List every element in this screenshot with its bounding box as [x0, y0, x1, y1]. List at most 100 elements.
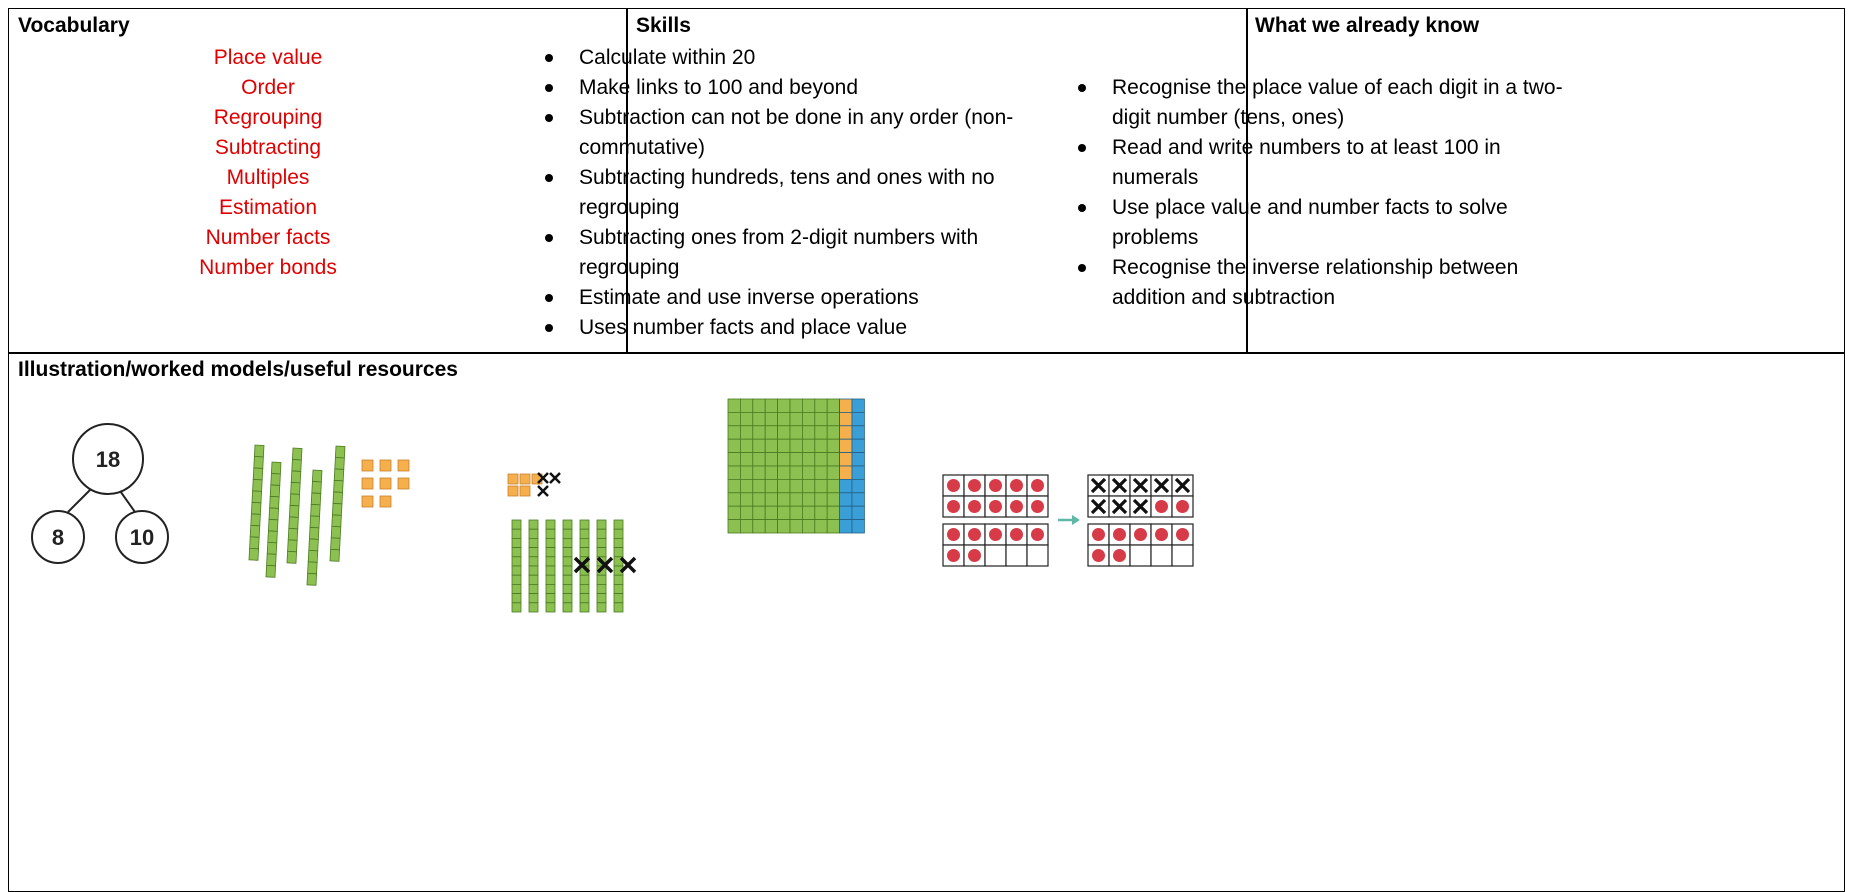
shape: [802, 465, 816, 480]
shape: [814, 519, 828, 534]
shape: [1031, 479, 1044, 492]
skill-item: Subtracting hundreds, tens and ones with…: [542, 163, 1032, 223]
shape: [839, 505, 853, 521]
skill-item: Subtraction can not be done in any order…: [542, 103, 1032, 163]
shape: [1111, 498, 1128, 515]
shape: [968, 528, 981, 541]
shape: [789, 478, 803, 494]
shape: [764, 438, 779, 454]
shape: [789, 465, 803, 480]
shape: [851, 452, 865, 467]
shape: [727, 452, 741, 467]
part: 10: [130, 525, 154, 550]
shape: [989, 528, 1002, 541]
vocab-list: Place value Order Regrouping Subtracting Mul…: [18, 43, 518, 283]
shape: [1010, 479, 1023, 492]
shape: [839, 478, 853, 494]
shape: [764, 519, 779, 534]
shape: [789, 505, 803, 521]
shape: [789, 519, 803, 534]
shape: [1111, 477, 1128, 494]
shape: [1129, 544, 1152, 567]
shape: [826, 452, 841, 467]
shape: [752, 465, 766, 480]
shape: [814, 425, 828, 440]
known-cell: [1246, 8, 1845, 354]
shape: [851, 425, 865, 440]
shape: [361, 477, 374, 490]
known-item: Use place value and number facts to solv…: [1075, 193, 1565, 253]
shape: [752, 452, 766, 467]
shape: [727, 438, 741, 454]
shape: [1176, 528, 1189, 541]
shape: [984, 544, 1007, 567]
shape: [851, 492, 865, 507]
shape: [740, 492, 754, 507]
shape: [839, 519, 853, 534]
shape: [839, 411, 853, 427]
shape: [1132, 498, 1149, 515]
shape: [839, 452, 853, 467]
shape: [947, 479, 960, 492]
shape: [764, 465, 779, 480]
shape: [1072, 515, 1080, 525]
shape: [839, 465, 853, 480]
shape: [1155, 528, 1168, 541]
shape: [802, 438, 816, 454]
shape: [1150, 544, 1173, 567]
shape: [802, 411, 816, 427]
heading: Illustration/worked models/useful resour…: [18, 358, 458, 381]
shape: [727, 478, 741, 494]
shape: [839, 425, 853, 440]
shape: [989, 500, 1002, 513]
shape: [947, 500, 960, 513]
shape: [528, 519, 539, 613]
heading: Skills: [636, 14, 691, 37]
shape: [777, 492, 791, 507]
shape: [1174, 477, 1191, 494]
shape: [1090, 477, 1107, 494]
shape: [727, 519, 741, 534]
shape: [826, 492, 841, 507]
shape: [814, 452, 828, 467]
shape: [802, 519, 816, 534]
vocab-word: Number bonds: [199, 256, 337, 279]
shape: [826, 411, 841, 427]
shape: [777, 398, 791, 413]
shape: [1132, 477, 1149, 494]
shape: [826, 505, 841, 521]
shape: [814, 492, 828, 507]
shape: [727, 425, 741, 440]
skill-item: Uses number facts and place value: [542, 313, 1032, 343]
shape: [752, 505, 766, 521]
shape: [397, 477, 410, 490]
shape: [727, 505, 741, 521]
shape: [1026, 544, 1049, 567]
vocab-word: Regrouping: [213, 106, 323, 129]
vocab-word: Subtracting: [214, 136, 322, 159]
shape: [764, 425, 779, 440]
shape: [752, 411, 766, 427]
shape: [740, 438, 754, 454]
shape: [814, 411, 828, 427]
shape: [562, 519, 573, 613]
shape: [379, 477, 392, 490]
shape: [740, 452, 754, 467]
shape: [752, 519, 766, 534]
shape: [764, 452, 779, 467]
shape: [1171, 544, 1194, 567]
shape: [777, 519, 791, 534]
skill-item: Estimate and use inverse operations: [542, 283, 1032, 313]
shape: [613, 519, 624, 613]
shape: [752, 398, 766, 413]
shape: [802, 505, 816, 521]
known-item: Recognise the place value of each digit …: [1075, 73, 1565, 133]
vocab-word: Multiples: [226, 166, 310, 189]
shape: [361, 459, 374, 472]
shape: [814, 398, 828, 413]
shape: [851, 411, 865, 427]
shape: [789, 411, 803, 427]
skill-item: Make links to 100 and beyond: [542, 73, 1032, 103]
